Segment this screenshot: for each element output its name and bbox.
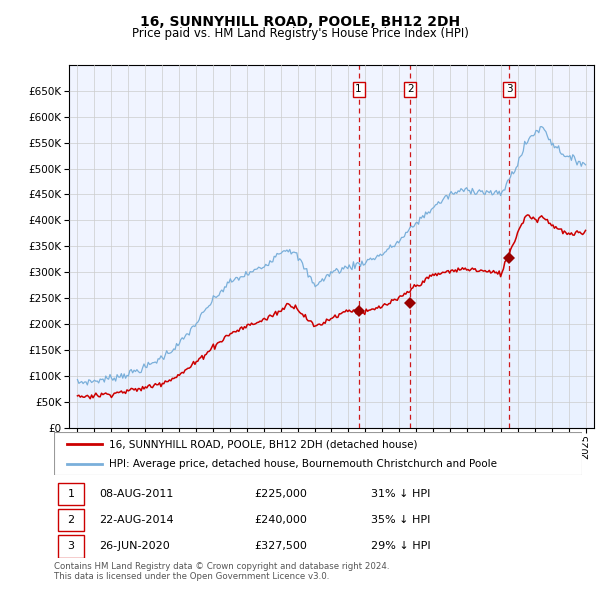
Text: 35% ↓ HPI: 35% ↓ HPI <box>371 515 430 525</box>
Text: 16, SUNNYHILL ROAD, POOLE, BH12 2DH (detached house): 16, SUNNYHILL ROAD, POOLE, BH12 2DH (det… <box>109 440 418 450</box>
Text: 16, SUNNYHILL ROAD, POOLE, BH12 2DH: 16, SUNNYHILL ROAD, POOLE, BH12 2DH <box>140 15 460 29</box>
Text: £225,000: £225,000 <box>254 489 308 499</box>
Text: Price paid vs. HM Land Registry's House Price Index (HPI): Price paid vs. HM Land Registry's House … <box>131 27 469 40</box>
Text: 26-JUN-2020: 26-JUN-2020 <box>99 542 170 552</box>
Text: 31% ↓ HPI: 31% ↓ HPI <box>371 489 430 499</box>
Text: 1: 1 <box>355 84 362 94</box>
Text: 3: 3 <box>67 542 74 552</box>
Text: £327,500: £327,500 <box>254 542 308 552</box>
Text: 1: 1 <box>67 489 74 499</box>
Text: HPI: Average price, detached house, Bournemouth Christchurch and Poole: HPI: Average price, detached house, Bour… <box>109 460 497 469</box>
Text: Contains HM Land Registry data © Crown copyright and database right 2024.: Contains HM Land Registry data © Crown c… <box>54 562 389 571</box>
Bar <box>58 509 83 531</box>
Text: £240,000: £240,000 <box>254 515 308 525</box>
Text: 29% ↓ HPI: 29% ↓ HPI <box>371 542 430 552</box>
Text: This data is licensed under the Open Government Licence v3.0.: This data is licensed under the Open Gov… <box>54 572 329 581</box>
Text: 2: 2 <box>67 515 74 525</box>
Text: 2: 2 <box>407 84 413 94</box>
Bar <box>58 483 83 505</box>
Bar <box>58 535 83 558</box>
Text: 08-AUG-2011: 08-AUG-2011 <box>99 489 173 499</box>
Text: 3: 3 <box>506 84 512 94</box>
Text: 22-AUG-2014: 22-AUG-2014 <box>99 515 173 525</box>
